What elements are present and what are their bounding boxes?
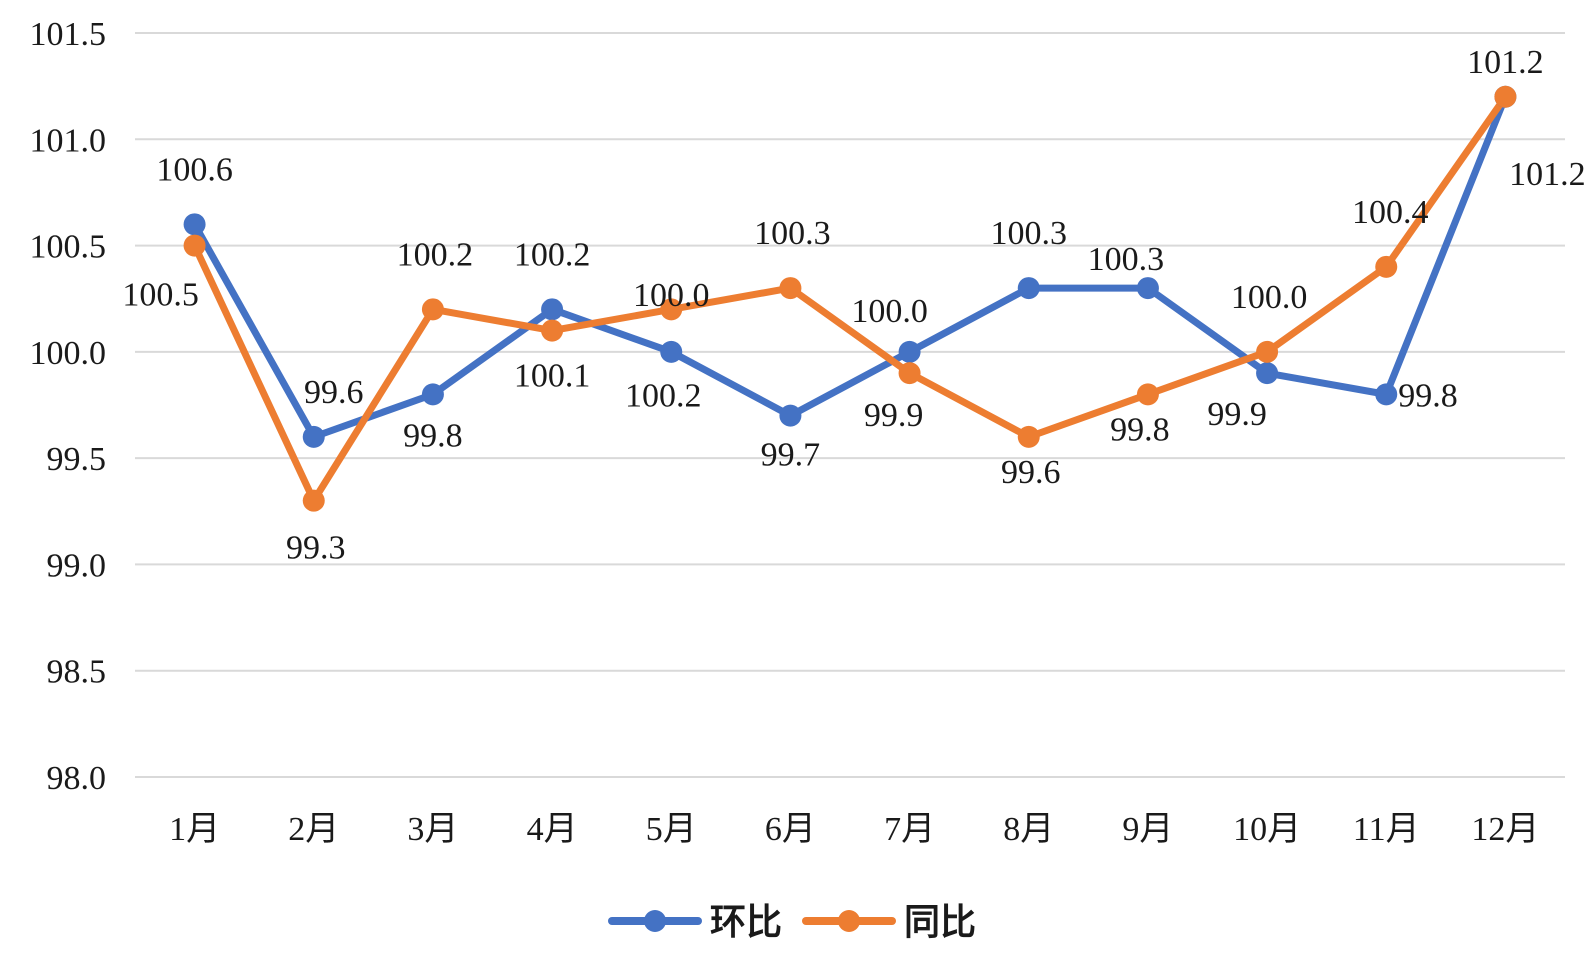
series-lines (183, 85, 1517, 512)
data-label-series-1: 99.9 (1207, 396, 1267, 433)
series-line-1 (191, 93, 1509, 441)
x-tick-label: 12月 (1471, 811, 1539, 848)
series-1-marker[interactable] (1136, 277, 1159, 300)
y-tick-label: 98.0 (47, 760, 107, 797)
y-tick-label: 100.0 (30, 335, 107, 372)
series-1-marker[interactable] (1256, 362, 1279, 385)
data-label-series-1: 99.8 (1398, 377, 1458, 414)
data-label-series-2: 100.0 (1231, 279, 1308, 316)
data-labels: 100.6 99.6 99.8 100.2 100.0 99.7 100.0 100.3 100… (122, 44, 1585, 567)
x-tick-label: 6月 (765, 811, 816, 848)
data-label-series-2: 100.1 (514, 358, 591, 395)
data-label-series-2: 101.2 (1467, 44, 1544, 81)
series-2-marker[interactable] (660, 298, 683, 321)
series-1-marker[interactable] (183, 213, 206, 236)
y-tick-label: 99.5 (47, 441, 107, 478)
series-1-marker[interactable] (421, 383, 444, 406)
legend-label-series-2: 同比 (904, 902, 976, 943)
series-line-2 (191, 93, 1509, 505)
data-label-series-2: 100.2 (397, 236, 474, 273)
series-2-marker[interactable] (302, 489, 325, 512)
x-tick-label: 8月 (1003, 811, 1054, 848)
data-label-series-2: 100.3 (754, 215, 831, 252)
data-label-series-2: 99.3 (286, 530, 346, 567)
x-tick-label: 7月 (884, 811, 935, 848)
series-2-marker[interactable] (541, 319, 564, 342)
data-label-series-2: 99.9 (864, 397, 924, 434)
data-label-series-2: 100.2 (625, 377, 702, 414)
series-2-marker[interactable] (183, 234, 206, 257)
data-label-series-2: 100.5 (122, 277, 199, 314)
x-axis-tick-labels: 1月 2月 3月 4月 5月 6月 7月 8月 9月 10月 11月 12月 (169, 811, 1539, 848)
series-2-marker[interactable] (779, 277, 802, 300)
series-1-marker[interactable] (779, 404, 802, 427)
series-1-marker[interactable] (1375, 383, 1398, 406)
data-label-series-2: 100.4 (1352, 194, 1429, 231)
data-label-series-1: 100.3 (991, 215, 1068, 252)
series-1-marker[interactable] (1017, 277, 1040, 300)
legend: 环比 同比 (608, 902, 976, 943)
y-tick-label: 101.5 (30, 16, 107, 53)
series-1-marker[interactable] (660, 340, 683, 363)
series-2-marker[interactable] (1494, 85, 1517, 108)
series-2-marker[interactable] (1017, 425, 1040, 448)
legend-swatch-marker-series-1 (644, 910, 666, 932)
y-tick-label: 100.5 (30, 229, 107, 266)
legend-swatch-marker-series-2 (838, 910, 860, 932)
series-1-marker[interactable] (898, 340, 921, 363)
data-label-series-1: 100.0 (633, 277, 710, 314)
data-label-series-1: 99.7 (761, 437, 821, 474)
gridlines (135, 32, 1565, 778)
series-2-marker[interactable] (1375, 255, 1398, 278)
series-2-marker[interactable] (1136, 383, 1159, 406)
series-1-marker[interactable] (302, 425, 325, 448)
data-label-series-1: 100.0 (851, 293, 928, 330)
series-1-marker[interactable] (541, 298, 564, 321)
data-label-series-1: 99.8 (403, 417, 463, 454)
series-2-marker[interactable] (421, 298, 444, 321)
y-tick-label: 101.0 (30, 122, 107, 159)
y-axis-tick-labels: 98.0 98.5 99.0 99.5 100.0 100.5 101.0 101.5 (30, 16, 107, 797)
legend-label-series-1: 环比 (710, 902, 782, 943)
x-tick-label: 5月 (646, 811, 697, 848)
data-label-series-1: 101.2 (1509, 156, 1586, 193)
x-tick-label: 11月 (1353, 811, 1420, 848)
legend-item-series-2[interactable]: 同比 (802, 902, 976, 943)
x-tick-label: 1月 (169, 811, 220, 848)
data-label-series-1: 100.3 (1088, 241, 1165, 278)
x-tick-label: 2月 (288, 811, 339, 848)
y-tick-label: 99.0 (47, 547, 107, 584)
series-2-marker[interactable] (898, 362, 921, 385)
data-label-series-2: 99.6 (1001, 454, 1061, 491)
x-tick-label: 9月 (1122, 811, 1173, 848)
legend-item-series-1[interactable]: 环比 (608, 902, 782, 943)
x-tick-label: 3月 (407, 811, 458, 848)
data-label-series-2: 99.8 (1110, 411, 1170, 448)
data-label-series-1: 100.6 (156, 151, 233, 188)
x-tick-label: 4月 (527, 811, 578, 848)
data-label-series-1: 99.6 (304, 374, 364, 411)
x-tick-label: 10月 (1233, 811, 1301, 848)
series-2-marker[interactable] (1256, 340, 1279, 363)
y-tick-label: 98.5 (47, 654, 107, 691)
data-label-series-1: 100.2 (514, 236, 591, 273)
